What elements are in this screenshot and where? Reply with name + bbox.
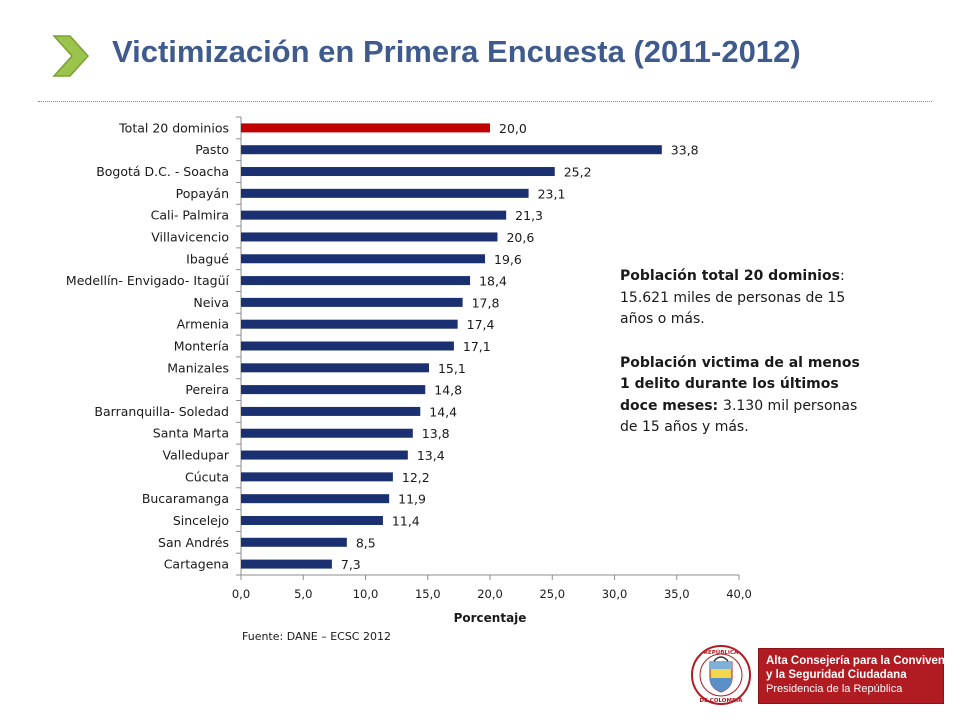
bar — [241, 385, 426, 395]
bar — [241, 472, 393, 482]
x-tick-label: 20,0 — [477, 587, 503, 601]
bar — [241, 428, 413, 438]
value-label: 23,1 — [538, 186, 566, 201]
value-label: 33,8 — [671, 143, 699, 158]
title-divider — [38, 101, 932, 102]
x-tick-label: 5,0 — [294, 587, 312, 601]
logo-line-3: Presidencia de la República — [766, 683, 903, 695]
value-label: 21,3 — [515, 208, 543, 223]
category-label: Ibagué — [186, 251, 229, 266]
note-victims-value: 3.130 mil personas de 15 años y más. — [620, 397, 858, 436]
colombia-seal-icon: REPÚBLICA DE COLOMBIA — [691, 645, 751, 705]
value-label: 17,4 — [467, 317, 495, 332]
bar — [241, 537, 347, 547]
category-label: Armenia — [177, 317, 229, 332]
value-label: 13,4 — [417, 448, 445, 463]
logo-text-box: Alta Consejería para la Convivencia y la… — [758, 648, 960, 704]
value-label: 14,8 — [434, 383, 462, 398]
logo-line-2: y la Seguridad Ciudadana — [766, 669, 907, 681]
bar-total — [241, 123, 490, 133]
category-label: Bucaramanga — [142, 491, 229, 506]
bar — [241, 494, 390, 504]
population-note: Población total 20 dominios: 15.621 mile… — [620, 266, 870, 439]
logo-line-1: Alta Consejería para la Convivencia — [766, 655, 960, 667]
category-label: Total 20 dominios — [118, 120, 229, 135]
category-label: Valledupar — [163, 448, 230, 463]
x-axis-title: Porcentaje — [454, 611, 527, 625]
bar — [241, 363, 429, 373]
value-label: 17,8 — [472, 295, 500, 310]
bar — [241, 559, 332, 569]
x-tick-label: 10,0 — [353, 587, 379, 601]
x-tick-label: 35,0 — [664, 587, 690, 601]
bar — [241, 254, 486, 264]
note-paragraph-victims: Población victima de al menos 1 delito d… — [620, 353, 870, 439]
note-paragraph-total: Población total 20 dominios: 15.621 mile… — [620, 266, 870, 331]
value-label: 18,4 — [479, 274, 507, 289]
value-label: 13,8 — [422, 426, 450, 441]
category-label: Medellín- Envigado- Itagüí — [66, 273, 230, 288]
category-label: Cali- Palmira — [151, 208, 229, 223]
category-label: Sincelejo — [173, 513, 229, 528]
note-total-value: : 15.621 miles de personas de 15 años o … — [620, 268, 846, 327]
value-label: 20,0 — [499, 121, 527, 136]
category-label: Bogotá D.C. - Soacha — [96, 164, 229, 179]
bar — [241, 450, 408, 460]
bar — [241, 515, 383, 525]
category-label: Barranquilla- Soledad — [94, 404, 229, 419]
bar — [241, 167, 555, 177]
x-tick-label: 30,0 — [602, 587, 628, 601]
x-tick-label: 0,0 — [232, 587, 250, 601]
category-label: Manizales — [167, 360, 229, 375]
value-label: 14,4 — [429, 404, 457, 419]
category-label: Santa Marta — [153, 426, 229, 441]
category-label: Villavicencio — [151, 229, 229, 244]
source-note: Fuente: DANE – ECSC 2012 — [242, 630, 391, 643]
value-label: 15,1 — [438, 361, 466, 376]
note-victims-label: Población victima de al menos 1 delito d… — [620, 354, 860, 414]
category-label: Pereira — [185, 382, 229, 397]
category-label: Cartagena — [164, 557, 229, 572]
chevron-arrow-icon — [52, 35, 90, 77]
category-label: Popayán — [176, 186, 229, 201]
x-tick-label: 40,0 — [726, 587, 752, 601]
x-tick-label: 25,0 — [539, 587, 565, 601]
value-label: 11,4 — [392, 513, 420, 528]
value-label: 12,2 — [402, 470, 430, 485]
category-label: Neiva — [193, 295, 229, 310]
bar — [241, 188, 529, 198]
value-label: 8,5 — [356, 535, 376, 550]
page-title: Victimización en Primera Encuesta (2011-… — [112, 34, 801, 69]
value-label: 7,3 — [341, 557, 361, 572]
value-label: 11,9 — [398, 492, 426, 507]
value-label: 25,2 — [564, 165, 592, 180]
bar — [241, 210, 507, 220]
bar — [241, 406, 421, 416]
bar — [241, 145, 662, 155]
alta-consejeria-logo: REPÚBLICA DE COLOMBIA Alta Consejería pa… — [690, 644, 960, 706]
bar — [241, 341, 454, 351]
value-label: 20,6 — [506, 230, 534, 245]
bar — [241, 232, 498, 242]
category-label: Cúcuta — [185, 469, 229, 484]
value-label: 17,1 — [463, 339, 491, 354]
svg-text:DE COLOMBIA: DE COLOMBIA — [700, 698, 744, 704]
category-label: Pasto — [195, 142, 229, 157]
x-tick-label: 15,0 — [415, 587, 441, 601]
bar — [241, 319, 458, 329]
note-total-label: Población total 20 dominios — [620, 268, 840, 284]
bar — [241, 276, 471, 286]
value-label: 19,6 — [494, 252, 522, 267]
category-label: Montería — [174, 339, 229, 354]
category-label: San Andrés — [158, 535, 229, 550]
bar — [241, 297, 463, 307]
svg-text:REPÚBLICA: REPÚBLICA — [704, 649, 739, 656]
